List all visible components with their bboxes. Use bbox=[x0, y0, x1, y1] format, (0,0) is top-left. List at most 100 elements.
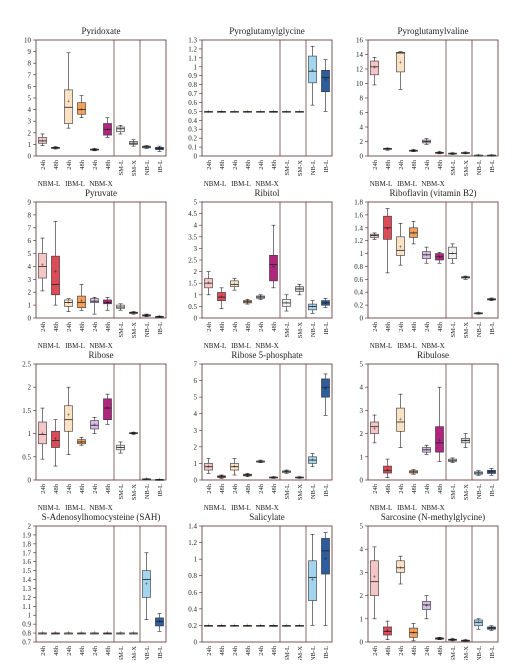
x-tick-label: NB-L bbox=[310, 322, 317, 337]
y-tick-label: 12 bbox=[356, 66, 364, 74]
mean-marker: + bbox=[285, 470, 289, 476]
y-tick-label: 10 bbox=[356, 80, 364, 88]
box-nb-l: + bbox=[474, 618, 483, 630]
box-nb-l: + bbox=[308, 533, 317, 626]
box-ibm-l-48h: + bbox=[77, 95, 86, 119]
box-body bbox=[435, 426, 444, 453]
box-sm-x: + bbox=[461, 639, 470, 645]
y-tick-label: 5 bbox=[194, 394, 198, 402]
mean-marker: + bbox=[373, 575, 377, 581]
panel-title: Pyridoxate bbox=[82, 26, 121, 36]
mean-marker: + bbox=[93, 148, 97, 154]
x-tick-label: 24h bbox=[424, 321, 431, 332]
mean-marker: + bbox=[311, 68, 315, 74]
x-tick-label: 48h bbox=[105, 159, 112, 170]
box-body bbox=[64, 405, 73, 432]
box-nbm-x-24h: + bbox=[422, 138, 431, 146]
mean-marker: + bbox=[386, 628, 390, 634]
box-ib-l: + bbox=[487, 468, 496, 476]
y-tick-label: 1.4 bbox=[188, 523, 197, 531]
box-nbm-x-48h: + bbox=[269, 224, 278, 289]
y-tick-label: 0.9 bbox=[22, 621, 31, 629]
x-tick-label: SM-L bbox=[450, 322, 457, 338]
mean-marker: + bbox=[490, 470, 494, 476]
box-nb-l: + bbox=[474, 470, 483, 477]
x-tick-label: 48h bbox=[53, 321, 60, 332]
y-tick-label: 0.4 bbox=[354, 289, 363, 297]
box-body bbox=[38, 421, 47, 445]
x-tick-label: SM-X bbox=[297, 160, 304, 177]
box-nbm-l-48h: + bbox=[217, 287, 226, 310]
box-nbm-x-48h: + bbox=[435, 637, 444, 643]
box-body bbox=[308, 55, 317, 84]
mean-marker: + bbox=[425, 140, 429, 146]
box-nbm-l-48h: + bbox=[217, 475, 226, 481]
box-body bbox=[370, 560, 379, 596]
box-nbm-l-24h: + bbox=[204, 458, 213, 474]
x-tick-label: 24h bbox=[372, 645, 379, 656]
y-tick-label: 16 bbox=[356, 37, 364, 45]
x-tick-label: 48h bbox=[53, 483, 60, 494]
mean-marker: + bbox=[272, 623, 276, 629]
x-tick-label: IB-L bbox=[323, 484, 330, 497]
box-body bbox=[396, 407, 405, 432]
y-tick-label: 3 bbox=[360, 407, 364, 415]
x-tick-label: 24h bbox=[398, 321, 405, 332]
x-tick-label: 48h bbox=[105, 483, 112, 494]
y-tick-label: 0.8 bbox=[188, 81, 197, 89]
mean-marker: + bbox=[412, 231, 416, 237]
box-body bbox=[321, 70, 330, 93]
panel-title: Riboflavin (vitamin B2) bbox=[390, 188, 477, 198]
y-tick-label: 8 bbox=[360, 95, 364, 103]
x-tick-label: 48h bbox=[53, 159, 60, 170]
x-tick-label: SM-L bbox=[284, 484, 291, 500]
y-tick-label: 1 bbox=[360, 453, 364, 461]
x-tick-label: 48h bbox=[271, 645, 278, 656]
group-label-ibm-l: IBM-L bbox=[231, 180, 251, 188]
box-body bbox=[217, 292, 226, 301]
box-sm-l: + bbox=[116, 441, 125, 454]
x-tick-label: SM-L bbox=[284, 646, 291, 660]
box-sm-l: + bbox=[282, 623, 291, 629]
mean-marker: + bbox=[41, 263, 45, 269]
panel-ribose-5-phosphate: Ribose 5-phosphate 0 1 2 3 4 5 6 7 + + + + + + + + + +24h 4… bbox=[194, 350, 333, 512]
box-body bbox=[383, 465, 392, 474]
box-sm-x: + bbox=[129, 631, 138, 637]
y-tick-label: 0 bbox=[28, 477, 32, 485]
mean-marker: + bbox=[207, 465, 211, 471]
mean-marker: + bbox=[80, 299, 84, 305]
box-body bbox=[383, 626, 392, 636]
mean-marker: + bbox=[451, 458, 455, 464]
x-tick-label: 24h bbox=[232, 159, 239, 170]
box-nbm-l-24h: + bbox=[370, 414, 379, 444]
y-tick-label: 4 bbox=[194, 410, 198, 418]
x-tick-label: 24h bbox=[372, 159, 379, 170]
box-nbm-l-48h: + bbox=[51, 631, 60, 637]
box-body bbox=[269, 255, 278, 282]
box-nbm-l-24h: + bbox=[38, 237, 47, 292]
mean-marker: + bbox=[233, 109, 237, 115]
y-tick-label: 0 bbox=[194, 477, 198, 485]
mean-marker: + bbox=[54, 631, 58, 637]
group-label-ibm-l: IBM-L bbox=[397, 180, 417, 188]
mean-marker: + bbox=[285, 623, 289, 629]
mean-marker: + bbox=[54, 437, 58, 443]
mean-marker: + bbox=[324, 78, 328, 84]
group-label-nbm-x: NBM-X bbox=[255, 504, 278, 512]
box-nb-l: + bbox=[142, 477, 151, 483]
y-tick-label: 1 bbox=[28, 302, 32, 310]
box-ibm-l-24h: + bbox=[230, 458, 239, 476]
mean-marker: + bbox=[67, 413, 71, 419]
y-tick-label: 4 bbox=[360, 546, 364, 554]
mean-marker: + bbox=[298, 287, 302, 293]
y-tick-label: 14 bbox=[356, 51, 364, 59]
box-sm-x: + bbox=[461, 275, 470, 281]
x-tick-label: 24h bbox=[40, 645, 47, 656]
x-tick-label: 48h bbox=[411, 645, 418, 656]
mean-marker: + bbox=[233, 623, 237, 629]
box-nbm-l-24h: + bbox=[370, 57, 379, 86]
box-nbm-x-24h: + bbox=[90, 417, 99, 434]
plot-frame bbox=[367, 363, 499, 481]
y-tick-label: 2 bbox=[28, 384, 32, 392]
box-sm-x: + bbox=[295, 476, 304, 482]
